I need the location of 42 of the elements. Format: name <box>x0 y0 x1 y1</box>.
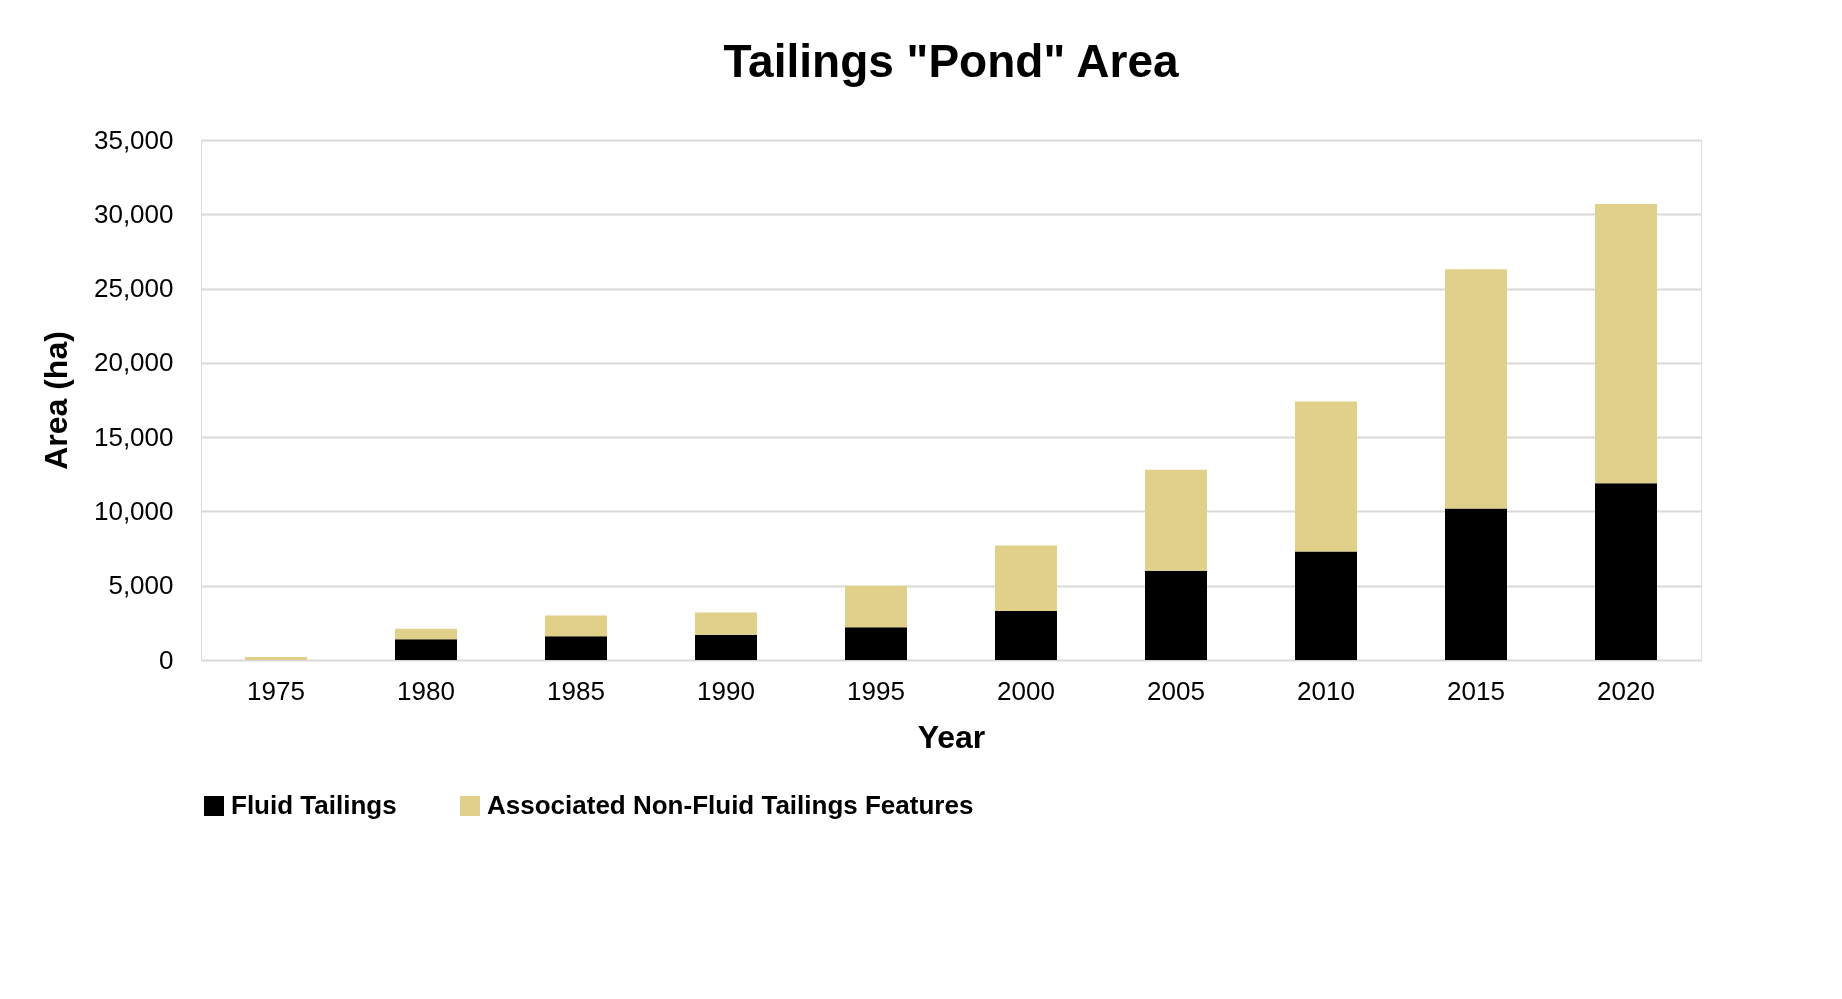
legend-label: Fluid Tailings <box>231 790 397 820</box>
bar <box>395 639 457 660</box>
bar <box>1445 269 1507 509</box>
bar <box>395 628 457 640</box>
bar <box>1295 401 1357 552</box>
bar <box>1145 469 1207 571</box>
x-axis-title: Year <box>917 718 986 755</box>
bar <box>695 634 757 660</box>
bar <box>1295 551 1357 660</box>
y-tick-label: 10,000 <box>93 495 174 526</box>
bar <box>545 636 607 660</box>
bar <box>845 627 907 660</box>
bar <box>1145 570 1207 660</box>
x-tick-label: 1990 <box>697 675 755 706</box>
x-tick-label: 2000 <box>997 675 1055 706</box>
bar <box>1595 203 1657 484</box>
x-tick-label: 1995 <box>847 675 905 706</box>
x-tick-label: 2015 <box>1447 675 1505 706</box>
x-tick-label: 1985 <box>547 675 605 706</box>
y-tick-label: 25,000 <box>93 273 174 304</box>
y-tick-label: 30,000 <box>93 198 174 229</box>
y-tick-label: 0 <box>159 644 174 675</box>
y-tick-label: 15,000 <box>93 421 174 452</box>
x-tick-label: 2020 <box>1597 675 1655 706</box>
bar <box>995 610 1057 660</box>
bar <box>695 612 757 635</box>
bar <box>995 545 1057 611</box>
x-tick-label: 2010 <box>1297 675 1355 706</box>
chart-title: Tailings "Pond" Area <box>723 35 1179 87</box>
y-axis-title: Area (ha) <box>37 331 74 470</box>
y-tick-label: 20,000 <box>93 347 174 378</box>
bar <box>845 585 907 628</box>
y-tick-label: 35,000 <box>93 124 174 155</box>
x-tick-label: 2005 <box>1147 675 1205 706</box>
bar <box>1595 483 1657 660</box>
x-tick-label: 1980 <box>397 675 455 706</box>
bar <box>545 615 607 637</box>
x-tick-label: 1975 <box>247 675 305 706</box>
legend-label: Associated Non-Fluid Tailings Features <box>487 790 974 820</box>
y-tick-label: 5,000 <box>108 570 174 601</box>
bar <box>245 657 307 660</box>
bar <box>1445 508 1507 660</box>
